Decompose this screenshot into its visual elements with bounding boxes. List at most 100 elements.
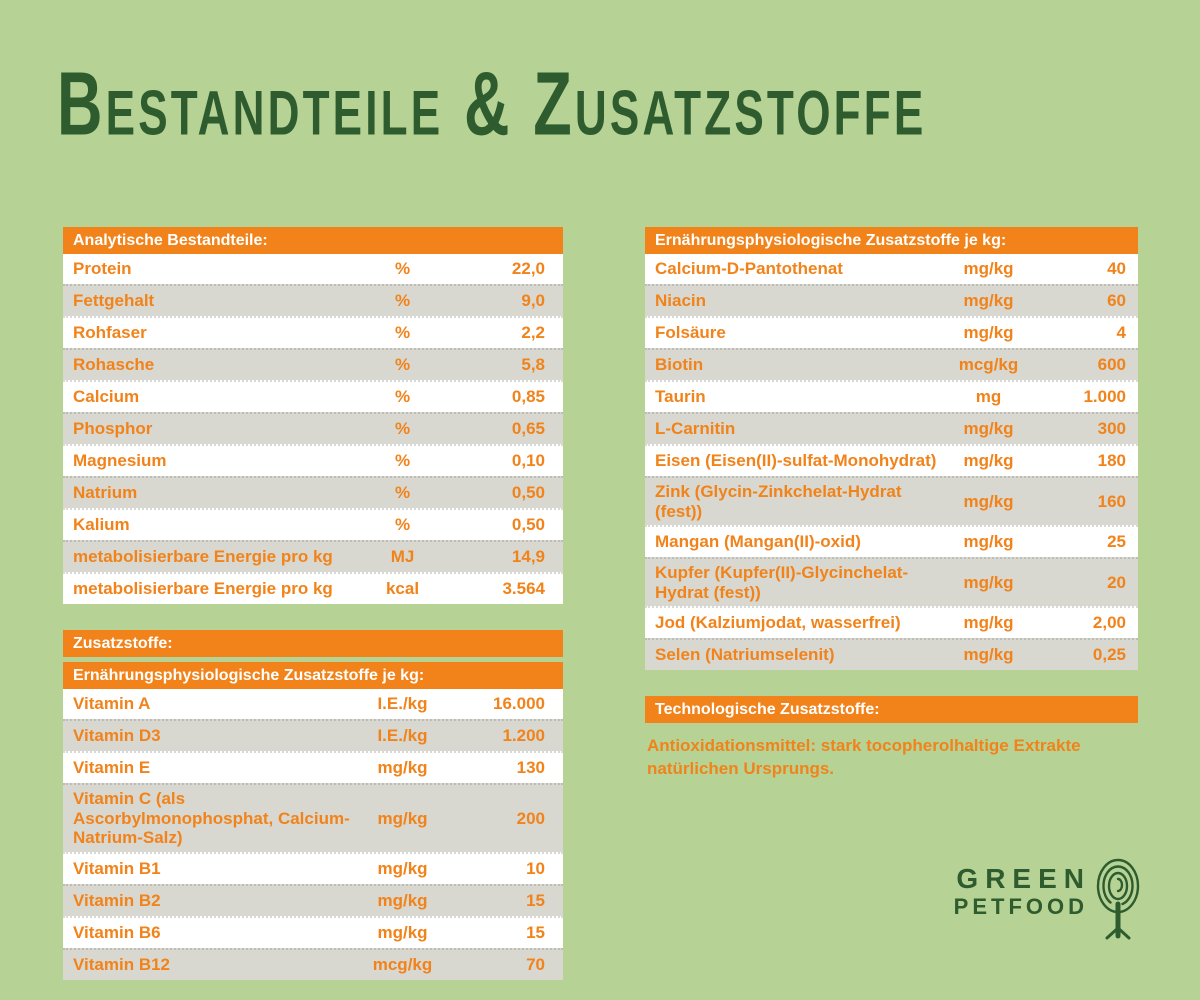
table-cell-unit: I.E./kg (377, 726, 428, 746)
table-cell-value: 1.000 (1083, 387, 1126, 407)
table-cell-name: Biotin (655, 355, 704, 375)
table-row: Natrium% 0,50 (63, 476, 563, 508)
table-cell-name: Vitamin C (als Ascorbylmonophos­phat, Ca… (73, 789, 350, 848)
right-column: Ernährungsphysiologische Zusatzstoffe je… (645, 227, 1138, 781)
table-cell-value: 9,0 (521, 291, 545, 311)
table-cell-name: Rohfaser (73, 323, 147, 343)
table-cell-unit: I.E./kg (377, 694, 428, 714)
analytical-table-rows: Protein% 22,0 Fettgehalt% 9,0 Rohfaser% 2,2 Ro… (63, 254, 563, 604)
table-cell-name: metabolisierbare Energie pro kg (73, 579, 333, 599)
table-row: Vitamin B6 mg/kg 15 (63, 915, 563, 948)
table-row: Niacin mg/kg 60 (645, 284, 1138, 316)
table-cell-unit: mg/kg (963, 419, 1014, 439)
table-row: Protein% 22,0 (63, 254, 563, 284)
table-cell-unit: % (394, 355, 411, 375)
table-cell-value: 70 (526, 954, 545, 974)
table-cell-name: Kalium (73, 515, 130, 535)
table-cell-unit: mg/kg (963, 451, 1014, 471)
technological-section-text: Antioxidationsmittel: stark tocopherolha… (647, 736, 1081, 779)
table-cell-value: 2,2 (521, 323, 545, 343)
table-row: L-Carnitin mg/kg 300 (645, 412, 1138, 444)
table-cell-value: 14,9 (511, 547, 545, 567)
table-row: Eisen (Eisen(II)-sulfat-Monohydrat) mg/kg… (645, 444, 1138, 476)
table-cell-value: 200 (516, 808, 545, 828)
table-cell-unit: mg/kg (963, 323, 1014, 343)
left-column: Analytische Bestandteile: Protein% 22,0 Fe… (63, 227, 563, 980)
vitamins-table-rows: Vitamin A I.E./kg 16.000 Vitamin D3 I.E./kg 1… (63, 689, 563, 980)
table-cell-value: 5,8 (521, 355, 545, 375)
table-cell-name: Zink (Glycin-Zinkchelat-Hydrat (fest)) (655, 482, 902, 521)
table-cell-value: 0,25 (1092, 645, 1126, 665)
minerals-table-rows: Calcium-D-Pantothenat mg/kg 40 Niacin mg/kg 6… (645, 254, 1138, 671)
table-cell-value: 0,65 (511, 419, 545, 439)
table-cell-unit: mg/kg (377, 858, 428, 878)
table-cell-unit: kcal (385, 579, 420, 599)
table-cell-unit: mg/kg (963, 645, 1014, 665)
table-cell-unit: MJ (390, 547, 415, 567)
table-cell-name: Folsäure (655, 323, 726, 343)
vitamins-table-header: Ernährungsphysiologische Zusatzstoffe je… (63, 662, 563, 689)
table-row: Folsäure mg/kg 4 (645, 316, 1138, 348)
table-cell-value: 15 (526, 922, 545, 942)
table-cell-value: 40 (1107, 259, 1126, 279)
table-cell-value: 0,10 (511, 451, 545, 471)
table-cell-unit: mg/kg (377, 890, 428, 910)
vitamins-table: Ernährungsphysiologische Zusatzstoffe je… (63, 662, 563, 980)
table-cell-unit: % (394, 259, 411, 279)
table-row: Biotin mcg/kg 600 (645, 348, 1138, 380)
table-cell-name: L-Carnitin (655, 419, 736, 439)
table-cell-name: Fettgehalt (73, 291, 155, 311)
table-cell-value: 20 (1107, 572, 1126, 592)
table-row: Taurin mg 1.000 (645, 380, 1138, 412)
table-cell-name: Jod (Kalziumjodat, wasserfrei) (655, 613, 901, 633)
brand-logo-text: GREEN PETFOOD (954, 864, 1084, 920)
table-cell-unit: mg/kg (377, 808, 428, 828)
table-cell-unit: % (394, 515, 411, 535)
table-row: Vitamin B1 mg/kg 10 (63, 851, 563, 884)
table-cell-unit: % (394, 291, 411, 311)
table-cell-value: 22,0 (511, 259, 545, 279)
table-row: Vitamin B2 mg/kg 15 (63, 883, 563, 916)
analytical-table-header: Analytische Bestandteile: (63, 227, 563, 254)
table-row: Kupfer (Kupfer(II)-Glycinchelat-Hydrat (… (645, 557, 1138, 607)
table-cell-unit: mcg/kg (372, 954, 433, 974)
table-row: Phosphor% 0,65 (63, 412, 563, 444)
table-cell-name: Eisen (Eisen(II)-sulfat-Monohydrat) (655, 451, 937, 471)
table-cell-value: 60 (1107, 291, 1126, 311)
table-cell-name: Natrium (73, 483, 138, 503)
table-cell-unit: mg/kg (377, 758, 428, 778)
table-cell-unit: mg (975, 387, 1002, 407)
table-cell-name: Vitamin A (73, 694, 151, 714)
table-row: Vitamin E mg/kg 130 (63, 751, 563, 783)
table-cell-unit: % (394, 323, 411, 343)
table-cell-unit: mg/kg (963, 613, 1014, 633)
table-cell-unit: mg/kg (963, 259, 1014, 279)
table-cell-value: 3.564 (502, 579, 545, 599)
table-cell-value: 25 (1107, 532, 1126, 552)
table-row: Zink (Glycin-Zinkchelat-Hydrat (fest)) mg… (645, 476, 1138, 526)
table-cell-name: Vitamin E (73, 758, 151, 778)
table-cell-name: Magnesium (73, 451, 167, 471)
table-cell-name: Kupfer (Kupfer(II)-Glycinchelat-Hydrat (… (655, 563, 909, 602)
table-row: Calcium-D-Pantothenat mg/kg 40 (645, 254, 1138, 284)
table-cell-unit: mg/kg (963, 291, 1014, 311)
table-cell-unit: % (394, 451, 411, 471)
table-cell-unit: % (394, 387, 411, 407)
table-cell-value: 16.000 (493, 694, 545, 714)
table-cell-name: Phosphor (73, 419, 153, 439)
table-cell-name: Rohasche (73, 355, 155, 375)
table-cell-unit: mg/kg (377, 922, 428, 942)
fingerprint-tree-icon (1096, 858, 1140, 940)
table-cell-value: 130 (516, 758, 545, 778)
table-cell-name: Vitamin B6 (73, 922, 161, 942)
table-cell-value: 600 (1097, 355, 1126, 375)
table-row: Vitamin C (als Ascorbylmonophos­phat, Ca… (63, 783, 563, 852)
table-cell-value: 4 (1116, 323, 1126, 343)
table-cell-name: Calcium-D-Pantothenat (655, 259, 843, 279)
brand-name-petfood: PETFOOD (953, 894, 1088, 919)
table-cell-name: Vitamin B2 (73, 890, 161, 910)
page-title: Bestandteile & Zusatzstoffe (57, 53, 927, 155)
table-cell-unit: % (394, 483, 411, 503)
table-cell-value: 15 (526, 890, 545, 910)
table-cell-value: 2,00 (1092, 613, 1126, 633)
